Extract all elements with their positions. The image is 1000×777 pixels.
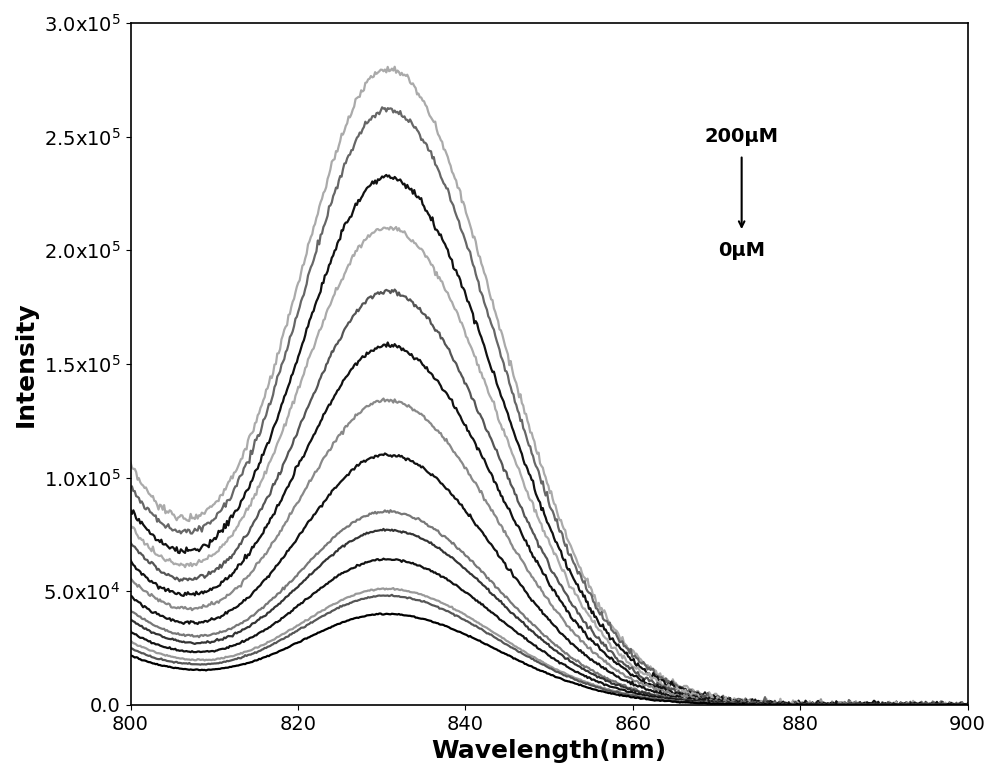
Text: 200μM: 200μM: [705, 127, 779, 145]
Y-axis label: Intensity: Intensity: [14, 301, 38, 427]
Text: 0μM: 0μM: [718, 241, 765, 260]
X-axis label: Wavelength(nm): Wavelength(nm): [432, 739, 667, 763]
